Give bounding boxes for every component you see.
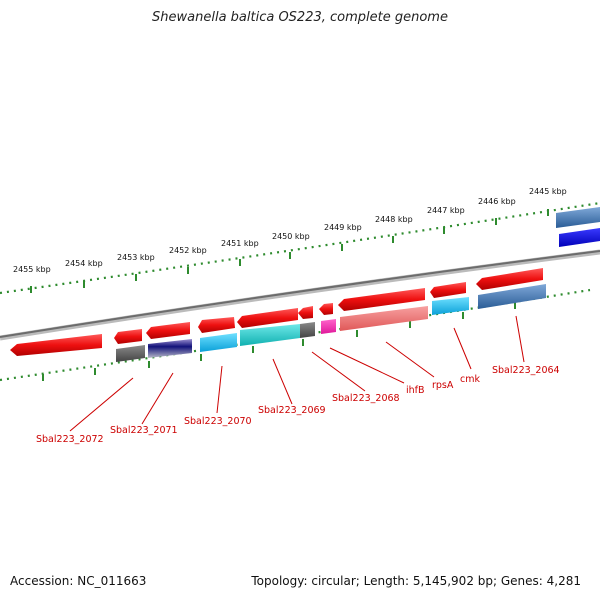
- scale-label: 2445 kbp: [529, 187, 567, 196]
- inner-major-ticks: [42, 302, 516, 381]
- map-title: Shewanella baltica OS223, complete genom…: [152, 10, 448, 25]
- scale-label: 2447 kbp: [427, 206, 465, 215]
- feature-bar: [240, 324, 300, 346]
- feature-bar: [116, 345, 145, 362]
- scale-label: 2454 kbp: [65, 259, 103, 268]
- gene-label: Sbal223_2069: [258, 405, 326, 416]
- gene-arrow: [237, 308, 298, 328]
- scale-label: 2446 kbp: [478, 197, 516, 206]
- gene-arrow: [10, 334, 102, 356]
- scale-label: 2451 kbp: [221, 239, 259, 248]
- gene-arrow: [114, 329, 142, 344]
- gene-arrow: [338, 288, 425, 311]
- gene-arrow: [559, 228, 600, 247]
- gene-labels: Sbal223_2072 Sbal223_2071 Sbal223_2070 S…: [36, 365, 560, 445]
- feature-bar: [478, 284, 546, 309]
- scale-labels: 2455 kbp 2454 kbp 2453 kbp 2452 kbp 2451…: [13, 187, 567, 274]
- gene-label: Sbal223_2072: [36, 434, 104, 445]
- gene-arrow: [476, 268, 543, 290]
- gene-arrow: [430, 282, 466, 298]
- gene-arrow: [319, 303, 333, 315]
- feature-bar: [200, 333, 237, 352]
- feature-bar: [148, 339, 192, 358]
- gene-arrow: [198, 317, 235, 333]
- gene-label: Sbal223_2064: [492, 365, 560, 376]
- outer-major-ticks: [30, 209, 549, 293]
- label-leader-lines: [69, 315, 525, 432]
- gene-label: Sbal223_2071: [110, 425, 178, 436]
- feature-bar: [432, 297, 469, 315]
- genome-backbone-core: [0, 250, 600, 338]
- feature-bars: [116, 284, 546, 362]
- scale-label: 2455 kbp: [13, 265, 51, 274]
- gene-arrow: [298, 306, 313, 319]
- scale-label: 2452 kbp: [169, 246, 207, 255]
- inner-scale-arc: [0, 288, 591, 382]
- scale-label: 2449 kbp: [324, 223, 362, 232]
- gene-label: Sbal223_2070: [184, 416, 252, 427]
- topology-label: Topology: circular; Length: 5,145,902 bp…: [251, 574, 581, 588]
- feature-bar: [300, 322, 315, 338]
- gene-arrow: [556, 207, 600, 228]
- forward-genes: [10, 268, 543, 356]
- gene-arrow: [146, 322, 190, 339]
- gene-label: rpsA: [432, 380, 454, 391]
- accession-label: Accession: NC_011663: [10, 574, 147, 588]
- scale-label: 2450 kbp: [272, 232, 310, 241]
- scale-label: 2453 kbp: [117, 253, 155, 262]
- outer-scale-arc: [0, 201, 600, 295]
- feature-bar: [321, 319, 336, 334]
- gene-label: cmk: [460, 374, 480, 385]
- gene-label: ihfB: [406, 385, 425, 396]
- scale-label: 2448 kbp: [375, 215, 413, 224]
- gene-label: Sbal223_2068: [332, 393, 400, 404]
- feature-bar: [340, 306, 428, 331]
